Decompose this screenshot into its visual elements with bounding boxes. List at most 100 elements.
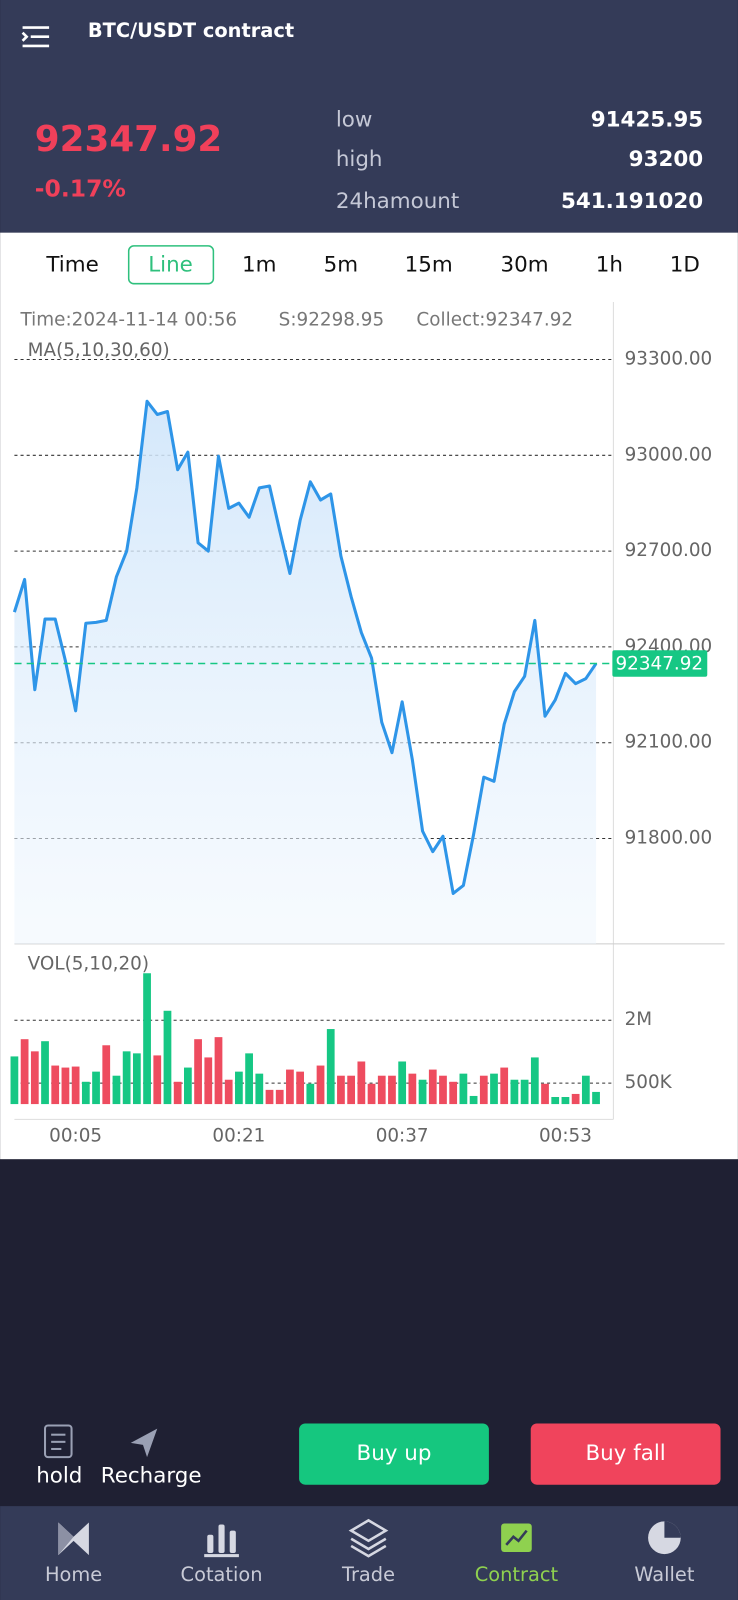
kline-chart: Time:2024-11-14 00:56 S:92298.95 Collect:9… [10,302,725,1147]
tab-active-box [127,245,215,285]
volume-bar [61,1067,70,1105]
nav-trade[interactable]: Trade [341,1518,395,1586]
price-line [12,399,598,895]
nav-label: Cotation [181,1563,263,1586]
volume-bar [235,1071,243,1105]
hold-button[interactable]: hold [36,1424,82,1489]
volume-bar [500,1067,509,1105]
period-tab[interactable]: 1m [242,252,276,277]
last-price: 92347.92 [35,119,222,160]
volume-bar [153,1055,162,1105]
volume-bar [122,1051,131,1105]
x-tick-label: 00:21 [212,1126,265,1147]
volume-bar [30,1051,39,1105]
period-tab[interactable]: 1D [670,252,700,277]
volume-bar [490,1073,498,1105]
recharge-button[interactable]: Recharge [101,1428,202,1489]
volume-bar [245,1053,253,1105]
period-tab[interactable]: Time [45,252,98,277]
volume-bar [81,1081,90,1105]
nav-home[interactable]: Home [45,1522,102,1586]
stat-label: high [336,147,383,172]
info-text: S:92298.95 [279,309,384,330]
volume-bar [265,1089,274,1105]
period-tab[interactable]: Line [148,252,193,277]
volume-bar [316,1065,325,1105]
volume-bar [408,1073,417,1105]
volume-bar [530,1057,539,1105]
volume-bar [347,1075,356,1105]
y-tick-label: 92100.00 [625,732,713,753]
nav-label: Trade [341,1563,395,1586]
stat-value: 91425.95 [591,107,703,132]
nav-wallet[interactable]: Wallet [634,1521,695,1586]
buy-up-label: Buy up [357,1441,432,1466]
volume-bar [92,1071,100,1105]
volume-bar [326,1029,335,1105]
vol-legend: VOL(5,10,20) [28,953,149,974]
volume-bar [541,1083,549,1105]
buy-fall-button[interactable]: Buy fall [530,1423,721,1485]
volume-bar [41,1041,49,1105]
volume-bar [143,973,151,1105]
volume-bar [296,1071,305,1105]
current-price-tag [612,650,708,677]
volume-bar [551,1096,560,1105]
buy-up-button[interactable]: Buy up [299,1423,489,1485]
volume-bar [520,1079,529,1105]
y-tick-label: 2M [625,1009,653,1030]
stat-value: 93200 [629,147,703,172]
volume-bar [204,1057,213,1105]
volume-bar [581,1075,590,1105]
current-price-label: 92347.92 [616,654,704,675]
volume-bar [377,1075,386,1105]
y-tick-label: 91800.00 [625,828,713,849]
volume-bar [132,1053,141,1105]
menu-icon[interactable] [21,26,50,48]
volume-bar [51,1065,60,1105]
volume-bar [337,1075,345,1105]
volume-bar [184,1067,192,1105]
price-change: -0.17% [35,174,126,202]
period-tab[interactable]: 30m [501,252,549,277]
nav-label: Home [45,1563,102,1586]
volume-bar [418,1079,427,1105]
volume-bar [102,1045,111,1105]
y-tick-label: 92700.00 [625,540,713,561]
volume-bar [163,1010,172,1105]
nav-label: Contract [475,1563,559,1586]
volume-bar [10,1056,19,1105]
volume-bar [71,1066,80,1105]
header-bg [0,0,738,233]
ma-legend: MA(5,10,30,60) [28,340,170,361]
nav-cotation[interactable]: Cotation [181,1524,263,1586]
volume-bar [286,1069,294,1105]
volume-bar [275,1089,284,1105]
volume-bar [479,1075,488,1105]
nav-label: Wallet [634,1563,694,1586]
volume-bar [571,1093,580,1105]
hold-label: hold [36,1464,82,1489]
x-tick-label: 00:05 [49,1126,102,1147]
nav-contract[interactable]: Contract [475,1523,559,1586]
volume-bar [510,1079,519,1105]
volume-bar [459,1073,468,1105]
stat-value: 541.191020 [561,189,703,214]
volume-bar [112,1075,121,1105]
period-tab[interactable]: 15m [405,252,453,277]
buy-fall-label: Buy fall [585,1441,665,1466]
price-area [14,401,597,944]
volume-bar [469,1095,478,1105]
volume-bar [367,1083,376,1105]
y-tick-label: 500K [625,1072,673,1093]
recharge-label: Recharge [101,1464,202,1489]
volume-bar [439,1075,447,1105]
volume-bar [173,1081,182,1105]
period-tab[interactable]: 5m [324,252,358,277]
info-text: Time:2024-11-14 00:56 [20,309,238,330]
volume-bar [428,1069,437,1105]
period-tab[interactable]: 1h [596,252,623,277]
volume-bar [194,1039,202,1105]
